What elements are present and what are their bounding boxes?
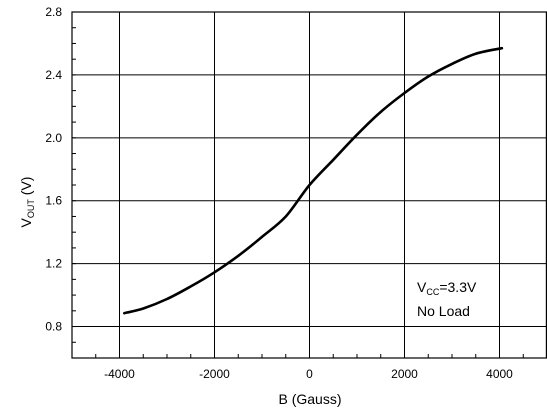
x-tick-labels: -4000 -2000 0 2000 4000: [104, 367, 513, 381]
vcc-annotation-main: V: [417, 279, 427, 295]
vcc-annotation-subscript: CC: [426, 287, 439, 297]
x-tick-label: -2000: [199, 367, 230, 381]
y-tick-label: 1.6: [45, 194, 62, 208]
load-annotation: No Load: [417, 303, 470, 319]
y-tick-label: 2.8: [45, 5, 62, 19]
vcc-annotation: VCC=3.3V: [417, 279, 477, 297]
y-tick-labels: 0.8 1.2 1.6 2.0 2.4 2.8: [45, 5, 62, 334]
x-tick-label: 4000: [486, 367, 513, 381]
y-tick-label: 2.0: [45, 131, 62, 145]
y-tick-label: 2.4: [45, 68, 62, 82]
y-tick-label: 1.2: [45, 257, 62, 271]
vout-curve-line: [123, 46, 504, 315]
y-axis-label-main: V: [18, 217, 34, 227]
y-axis-label-unit: (V): [18, 177, 34, 200]
vcc-annotation-value: =3.3V: [439, 279, 477, 295]
y-axis-label-subscript: OUT: [26, 199, 36, 219]
x-tick-label: 0: [306, 367, 313, 381]
x-axis-label: B (Gauss): [278, 391, 341, 407]
y-tick-label: 0.8: [45, 320, 62, 334]
plot-frame: [71, 11, 547, 359]
x-tick-label: 2000: [391, 367, 418, 381]
x-tick-label: -4000: [104, 367, 135, 381]
y-axis-label: VOUT (V): [18, 177, 36, 228]
